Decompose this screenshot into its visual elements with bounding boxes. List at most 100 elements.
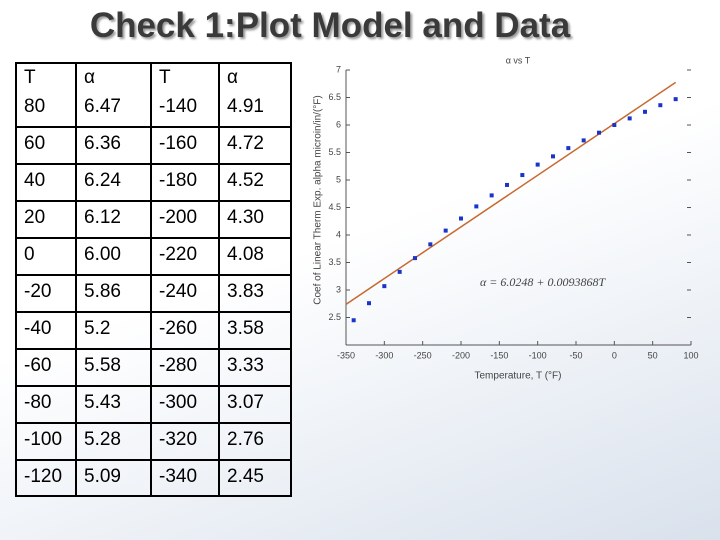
table-header: α bbox=[84, 67, 95, 88]
y-tick-label: 4 bbox=[336, 229, 341, 239]
table-border bbox=[15, 236, 292, 239]
table-border bbox=[15, 347, 292, 350]
table-cell: 3.07 bbox=[227, 392, 264, 413]
table-cell: -300 bbox=[159, 392, 198, 413]
table-cell: 4.08 bbox=[227, 244, 264, 265]
table-cell: 20 bbox=[24, 207, 46, 228]
data-point bbox=[382, 284, 387, 289]
annotation: α = 6.0248 + 0.0093868T bbox=[480, 275, 606, 289]
table-cell: 4.52 bbox=[227, 170, 264, 191]
table-cell: 3.83 bbox=[227, 281, 264, 302]
data-point bbox=[459, 216, 463, 221]
y-tick-label: 4.5 bbox=[328, 202, 341, 212]
data-point bbox=[367, 301, 371, 306]
table-cell: -260 bbox=[159, 318, 198, 339]
y-tick-label: 5.5 bbox=[328, 147, 341, 157]
x-tick-label: 0 bbox=[612, 350, 617, 360]
table-cell: 3.33 bbox=[227, 355, 264, 376]
x-tick-label: -200 bbox=[452, 350, 470, 360]
x-tick-label: -350 bbox=[337, 350, 355, 360]
data-point bbox=[505, 182, 509, 187]
table-border bbox=[15, 62, 292, 64]
table-cell: -80 bbox=[24, 392, 52, 413]
fit-line bbox=[345, 81, 677, 305]
table-cell: 6.12 bbox=[84, 207, 121, 228]
slide-title: Check 1:Plot Model and Data bbox=[89, 6, 571, 45]
table-cell: -60 bbox=[24, 355, 52, 376]
table-cell: 4.30 bbox=[227, 207, 264, 228]
table-border bbox=[15, 458, 292, 461]
table-cell: -120 bbox=[24, 466, 63, 487]
table-cell: -200 bbox=[159, 207, 198, 228]
table-cell: 6.00 bbox=[84, 244, 121, 265]
table-border bbox=[15, 273, 292, 276]
table-border bbox=[15, 421, 292, 424]
y-tick-label: 5 bbox=[336, 174, 341, 184]
table-cell: 5.09 bbox=[84, 466, 121, 487]
table-cell: -220 bbox=[159, 244, 198, 265]
table-cell: 6.36 bbox=[84, 133, 121, 154]
x-tick-label: 50 bbox=[648, 350, 658, 360]
data-point bbox=[643, 109, 647, 114]
table-cell: 4.72 bbox=[227, 133, 264, 154]
x-tick-label: -50 bbox=[569, 350, 582, 360]
data-point bbox=[535, 162, 540, 167]
x-axis-label: Temperature, T (°F) bbox=[475, 371, 562, 382]
data-point bbox=[673, 97, 678, 102]
x-tick-label: -300 bbox=[375, 350, 393, 360]
table-cell: -100 bbox=[24, 429, 63, 450]
table-cell: -280 bbox=[159, 355, 198, 376]
x-tick-label: -250 bbox=[414, 350, 432, 360]
data-point bbox=[474, 204, 479, 209]
table-cell: 6.47 bbox=[84, 96, 121, 117]
data-point bbox=[612, 123, 617, 127]
table-border bbox=[15, 384, 292, 387]
table-cell: 5.86 bbox=[84, 281, 121, 302]
table-border bbox=[15, 62, 17, 495]
table-cell: -320 bbox=[159, 429, 198, 450]
table-cell: 40 bbox=[24, 170, 46, 191]
table-cell: 3.58 bbox=[227, 318, 264, 339]
x-tick-label: -150 bbox=[490, 350, 508, 360]
table-border bbox=[15, 199, 292, 202]
table-header: α bbox=[227, 67, 238, 88]
table-border bbox=[15, 125, 292, 128]
table-cell: 2.76 bbox=[227, 429, 264, 450]
table-cell: -340 bbox=[159, 466, 198, 487]
table-border bbox=[290, 62, 292, 495]
table-header: T bbox=[24, 67, 36, 88]
table-cell: 80 bbox=[24, 96, 46, 117]
y-tick-label: 2.5 bbox=[328, 312, 341, 322]
table-cell: 0 bbox=[24, 244, 35, 265]
table-cell: -180 bbox=[159, 170, 198, 191]
table-cell: 5.58 bbox=[84, 355, 121, 376]
table-cell: 5.28 bbox=[84, 429, 121, 450]
data-point bbox=[443, 228, 448, 233]
table-border bbox=[15, 162, 292, 165]
table-border bbox=[15, 310, 292, 313]
y-tick-label: 6.5 bbox=[328, 92, 341, 102]
data-point bbox=[489, 193, 494, 198]
y-tick-label: 7 bbox=[336, 64, 341, 74]
table-cell: 6.24 bbox=[84, 170, 121, 191]
x-tick-label: 100 bbox=[683, 350, 698, 360]
y-tick-label: 3.5 bbox=[328, 257, 341, 267]
data-point bbox=[566, 146, 571, 151]
y-tick-label: 6 bbox=[336, 119, 341, 129]
data-point bbox=[658, 103, 663, 108]
table-border bbox=[15, 495, 292, 497]
table-border bbox=[150, 62, 152, 495]
y-tick-label: 3 bbox=[336, 284, 341, 294]
table-cell: -40 bbox=[24, 318, 52, 339]
table-header: T bbox=[159, 67, 171, 88]
data-point bbox=[520, 173, 525, 178]
table-cell: -140 bbox=[159, 96, 198, 117]
table-cell: 5.43 bbox=[84, 392, 121, 413]
y-axis-label: Coef of Linear Therm Exp. alpha microin/… bbox=[313, 95, 324, 304]
data-point bbox=[551, 154, 555, 159]
data-point bbox=[581, 138, 586, 143]
table-border bbox=[75, 62, 77, 495]
table-cell: 4.91 bbox=[227, 96, 264, 117]
